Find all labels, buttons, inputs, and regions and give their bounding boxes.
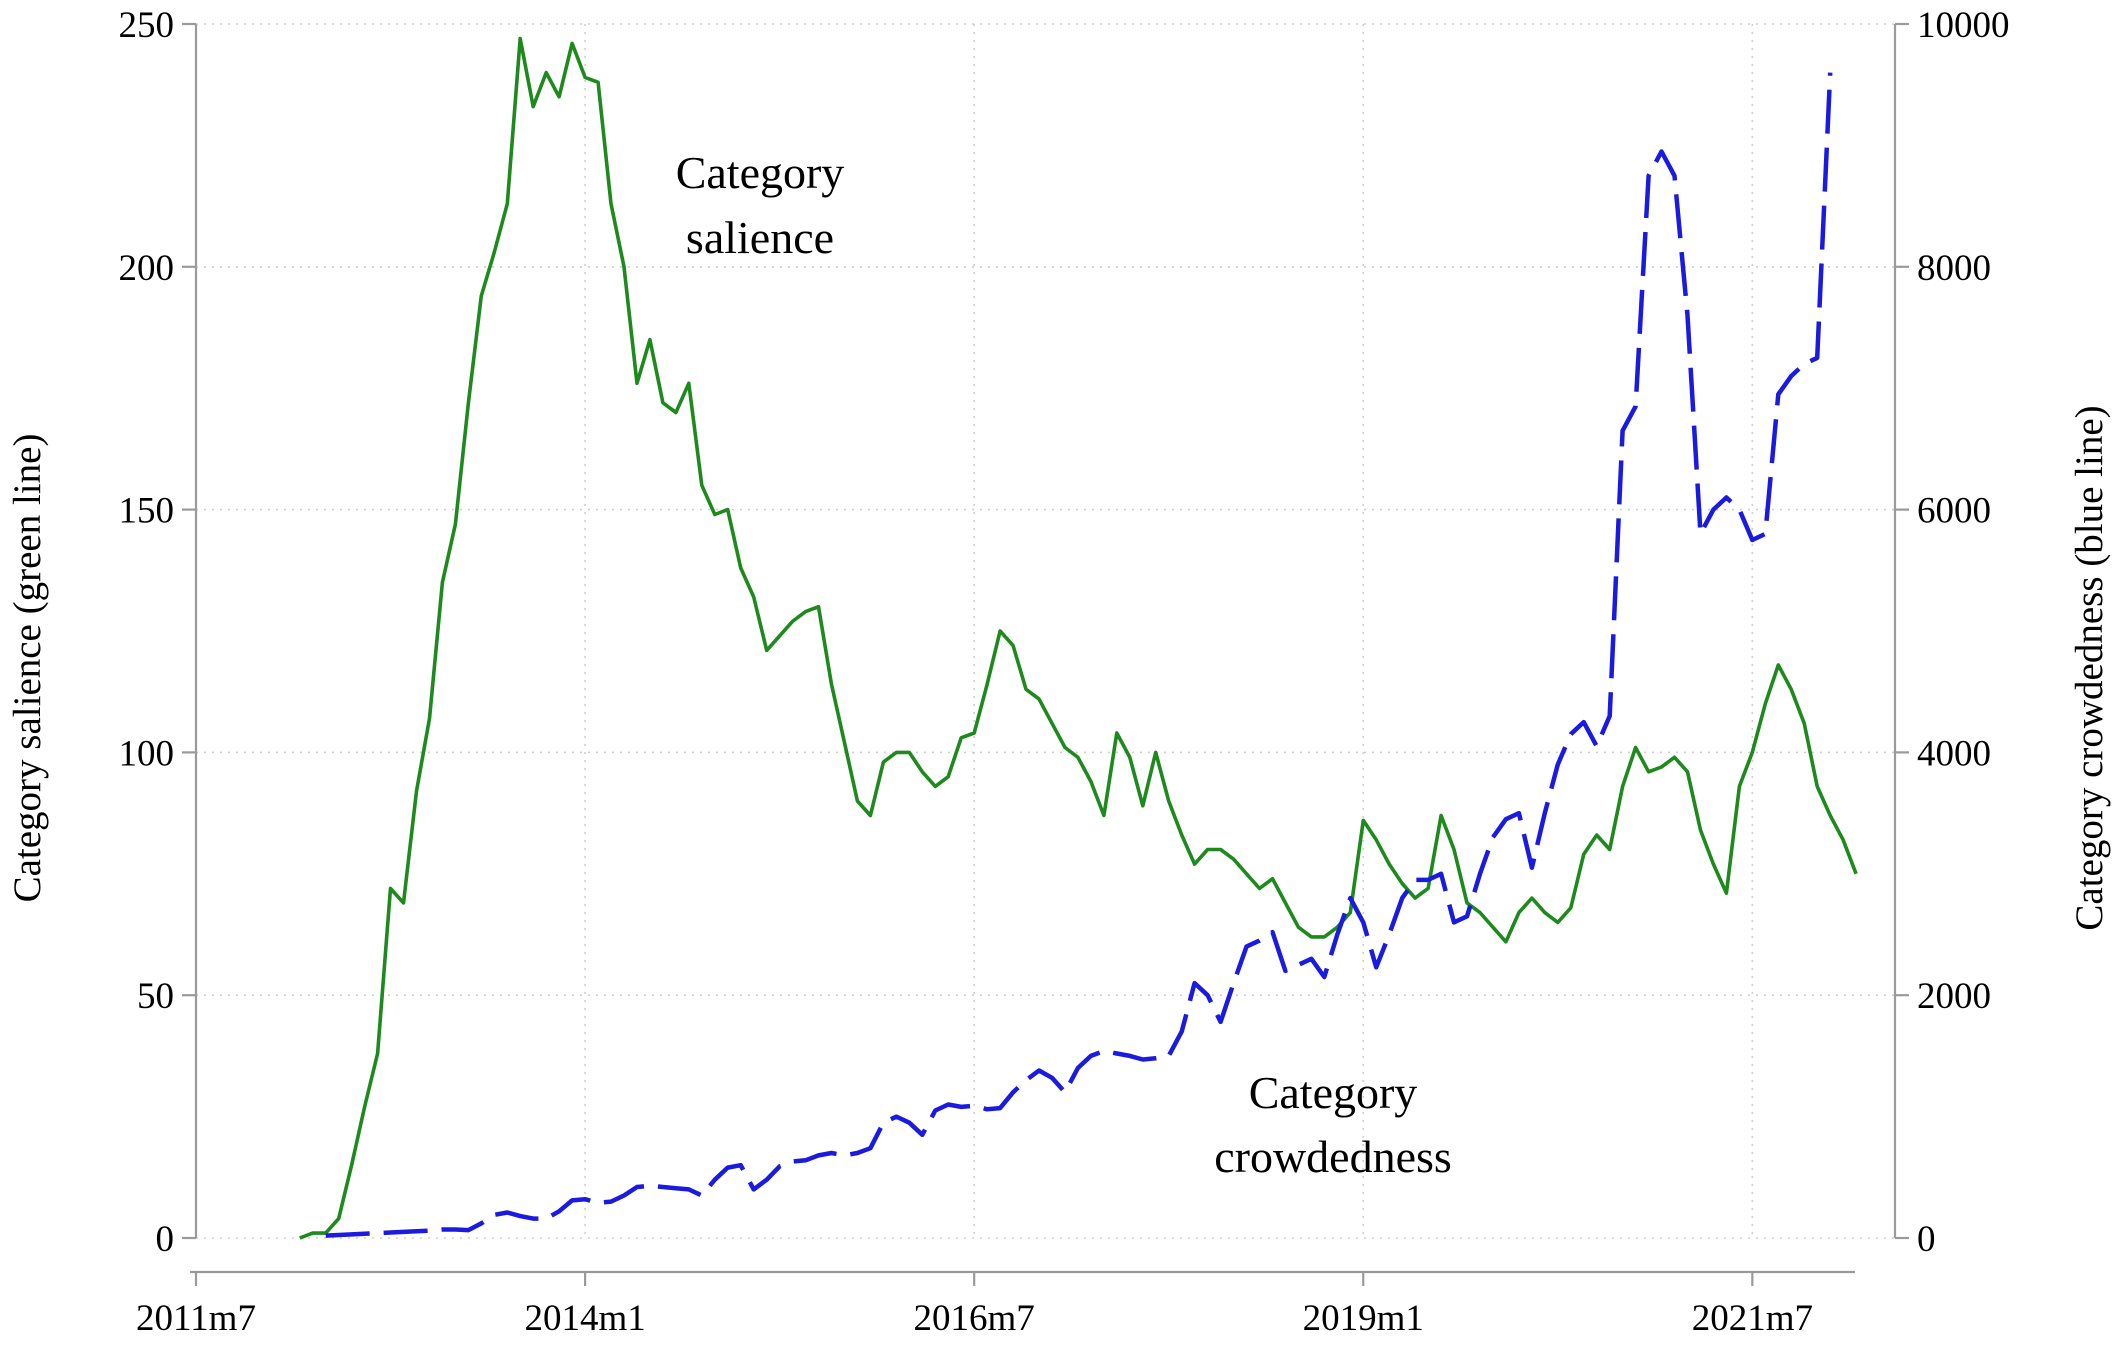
x-tick-label: 2016m7 [914, 1298, 1035, 1339]
x-axis-ticks: 2011m7 2014m1 2016m7 2019m1 2021m7 [136, 1272, 1813, 1339]
left-y-axis-title: Category salience (green line) [6, 434, 49, 903]
annotation-category-crowdedness: Category crowdedness [1214, 1067, 1452, 1182]
left-y-axis-ticks: 0 50 100 150 200 250 [119, 5, 196, 1260]
left-y-tick-label: 200 [119, 248, 175, 289]
crowdedness-series-line [325, 72, 1833, 1238]
x-tick-label: 2014m1 [524, 1298, 645, 1339]
right-y-axis-ticks: 0 2000 4000 6000 8000 10000 [1895, 5, 2010, 1260]
x-tick-label: 2019m1 [1303, 1298, 1424, 1339]
axes [190, 24, 1897, 1274]
right-y-tick-label: 0 [1917, 1219, 1936, 1260]
annotation-salience-line-1: Category [676, 147, 845, 198]
right-y-tick-label: 6000 [1917, 491, 1991, 532]
series-lines [299, 36, 1858, 1240]
right-y-tick-label: 8000 [1917, 248, 1991, 289]
left-y-tick-label: 50 [137, 976, 174, 1017]
left-y-tick-label: 0 [156, 1219, 175, 1260]
left-y-tick-label: 150 [119, 491, 175, 532]
salience-series-line [299, 36, 1858, 1240]
grid-lines [195, 23, 1895, 1239]
x-tick-label: 2021m7 [1692, 1298, 1813, 1339]
right-y-tick-label: 4000 [1917, 733, 1991, 774]
annotation-crowdedness-line-2: crowdedness [1214, 1131, 1452, 1182]
left-y-tick-label: 100 [119, 733, 175, 774]
right-y-tick-label: 10000 [1917, 5, 2010, 46]
x-tick-label: 2011m7 [136, 1298, 256, 1339]
annotation-salience-line-2: salience [686, 212, 834, 263]
right-y-tick-label: 2000 [1917, 976, 1991, 1017]
annotation-category-salience: Category salience [676, 147, 845, 263]
annotation-crowdedness-line-1: Category [1249, 1067, 1418, 1118]
left-y-tick-label: 250 [119, 5, 175, 46]
right-y-axis-title: Category crowdedness (blue line) [2068, 405, 2111, 930]
